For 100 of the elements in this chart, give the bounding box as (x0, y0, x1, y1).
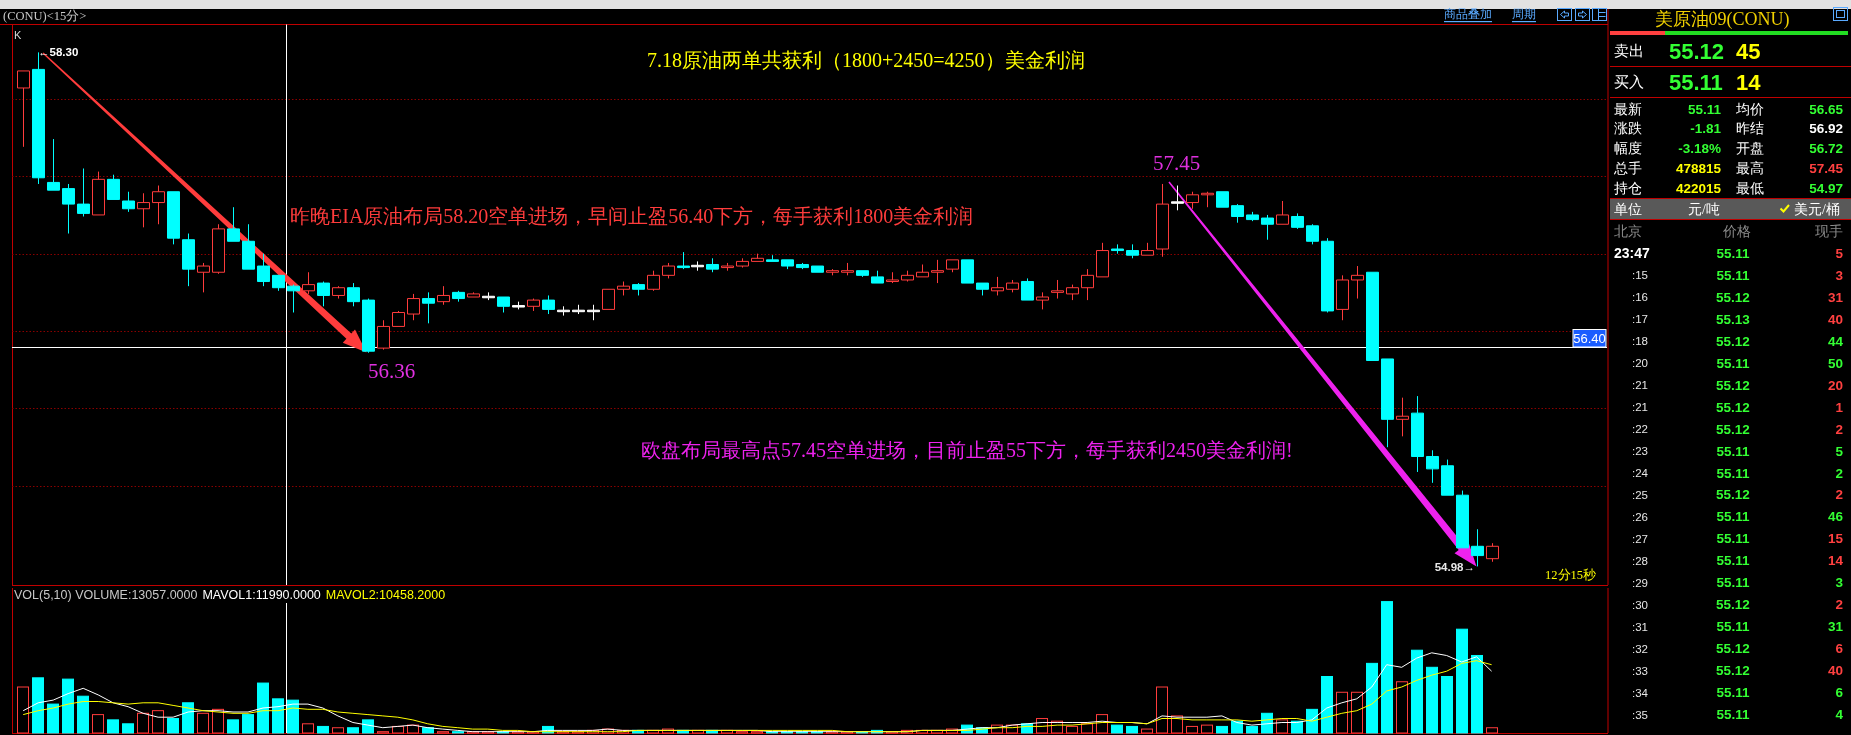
text: 55.13 (1716, 311, 1751, 327)
text: 57.45 (1809, 160, 1844, 176)
text: 14 (1736, 69, 1762, 95)
annotation: ←58.30 (38, 46, 79, 58)
text: 55.12 (1716, 289, 1750, 305)
text: 55.11 (1716, 465, 1751, 481)
text: 45 (1736, 38, 1761, 64)
annotation: 57.45 (1153, 151, 1201, 175)
text: 价格 (1722, 223, 1751, 239)
text: 55.12 (1716, 663, 1750, 679)
text: :35 (1632, 708, 1648, 721)
text: :17 (1632, 313, 1648, 326)
text: 55.12 (1716, 487, 1750, 503)
text: 2 (1835, 487, 1843, 503)
text: 4 (1835, 707, 1844, 723)
text: 55.12 (1716, 399, 1750, 415)
text: :28 (1632, 554, 1648, 567)
text: :23 (1632, 445, 1648, 458)
text: 55.11 (1716, 443, 1751, 459)
text: :21 (1632, 379, 1648, 392)
text: MAVOL1:11990.0000 (202, 588, 321, 602)
text: :32 (1632, 642, 1648, 655)
text: 40 (1827, 311, 1843, 327)
text: 5 (1835, 245, 1844, 261)
text: :33 (1632, 664, 1648, 677)
annotation: 54.98→ (1434, 561, 1475, 573)
text: 美原油09(CONU) (1654, 9, 1790, 30)
text: :25 (1632, 488, 1648, 501)
text: 56.92 (1809, 121, 1843, 136)
text: 54.97 (1809, 180, 1843, 196)
text: MAVOL2:10458.2000 (325, 588, 446, 602)
text: 持仓 (1614, 180, 1642, 196)
text: 15 (1827, 531, 1844, 547)
text: 美元/桶 (1794, 201, 1840, 217)
annotation: 昨晚EIA原油布局58.20空单进场，早间止盈56.40下方，每手获利1800美金利润 (290, 205, 974, 227)
text: 55.11 (1716, 707, 1751, 723)
text: 卖出 (1614, 43, 1644, 59)
text: 20 (1827, 377, 1843, 393)
text: 55.12 (1716, 333, 1750, 349)
text: 3 (1835, 267, 1844, 283)
text: 55.12 (1716, 641, 1750, 657)
text: 6 (1835, 641, 1844, 657)
text: -3.18% (1678, 141, 1721, 156)
text: 23:47 (1614, 245, 1651, 262)
text: 40 (1827, 663, 1843, 679)
text: 55.11 (1716, 355, 1751, 371)
text: 幅度 (1614, 141, 1642, 156)
text: 买入 (1614, 74, 1644, 90)
text: :18 (1632, 335, 1648, 348)
text: :24 (1632, 467, 1649, 479)
text: 55.11 (1716, 267, 1751, 283)
text: 5 (1835, 443, 1844, 459)
text: 31 (1827, 619, 1844, 635)
text: :31 (1632, 620, 1648, 633)
text: 最高 (1736, 160, 1764, 176)
text: 元/吨 (1688, 201, 1720, 217)
text: 现手 (1815, 223, 1843, 239)
text: 55.12 (1716, 597, 1750, 613)
text: 2 (1835, 465, 1843, 481)
text: 14 (1827, 553, 1844, 569)
annotation: K (14, 29, 22, 41)
text: 46 (1827, 509, 1844, 525)
annotation: 7.18原油两单共获利（1800+2450=4250）美金利润 (647, 49, 1085, 71)
text: 55.11 (1716, 509, 1751, 525)
text: 最低 (1736, 180, 1764, 196)
text: -1.81 (1690, 121, 1722, 136)
text: 56.72 (1809, 141, 1843, 156)
text: 6 (1835, 685, 1844, 701)
text: 55.11 (1716, 685, 1751, 701)
text: :20 (1632, 357, 1648, 370)
text: 55.11 (1716, 619, 1751, 635)
text: 2 (1835, 421, 1843, 437)
text: 55.11 (1716, 553, 1751, 569)
text: 44 (1827, 333, 1844, 349)
text: 北京 (1614, 223, 1642, 239)
text: 最新 (1614, 101, 1642, 117)
text: 55.11 (1716, 531, 1751, 547)
text: :15 (1632, 269, 1648, 282)
text: :21 (1632, 401, 1648, 414)
text: 2 (1835, 597, 1843, 613)
text: :27 (1632, 532, 1648, 545)
ref-line-label: 56.40 (1573, 331, 1606, 346)
text: 55.12 (1716, 421, 1750, 437)
text: 12分15秒 (1545, 568, 1596, 582)
text: 昨结 (1736, 121, 1764, 136)
text: 55.11 (1716, 575, 1751, 591)
text: :22 (1632, 423, 1648, 436)
annotation: 欧盘布局最高点57.45空单进场，目前止盈55下方，每手获利2450美金利润! (641, 439, 1293, 461)
text: 涨跌 (1614, 121, 1642, 136)
annotation: 56.36 (368, 359, 416, 383)
text: 55.11 (1669, 69, 1723, 95)
text: 55.12 (1669, 38, 1725, 64)
text: 31 (1827, 289, 1844, 305)
text: 422015 (1675, 180, 1722, 196)
text: :30 (1632, 598, 1648, 611)
text: 3 (1835, 575, 1844, 591)
text: 开盘 (1736, 141, 1764, 156)
text: :29 (1632, 576, 1648, 589)
text: 单位 (1614, 201, 1642, 217)
chart-title: (CONU)<15分> (3, 9, 87, 23)
